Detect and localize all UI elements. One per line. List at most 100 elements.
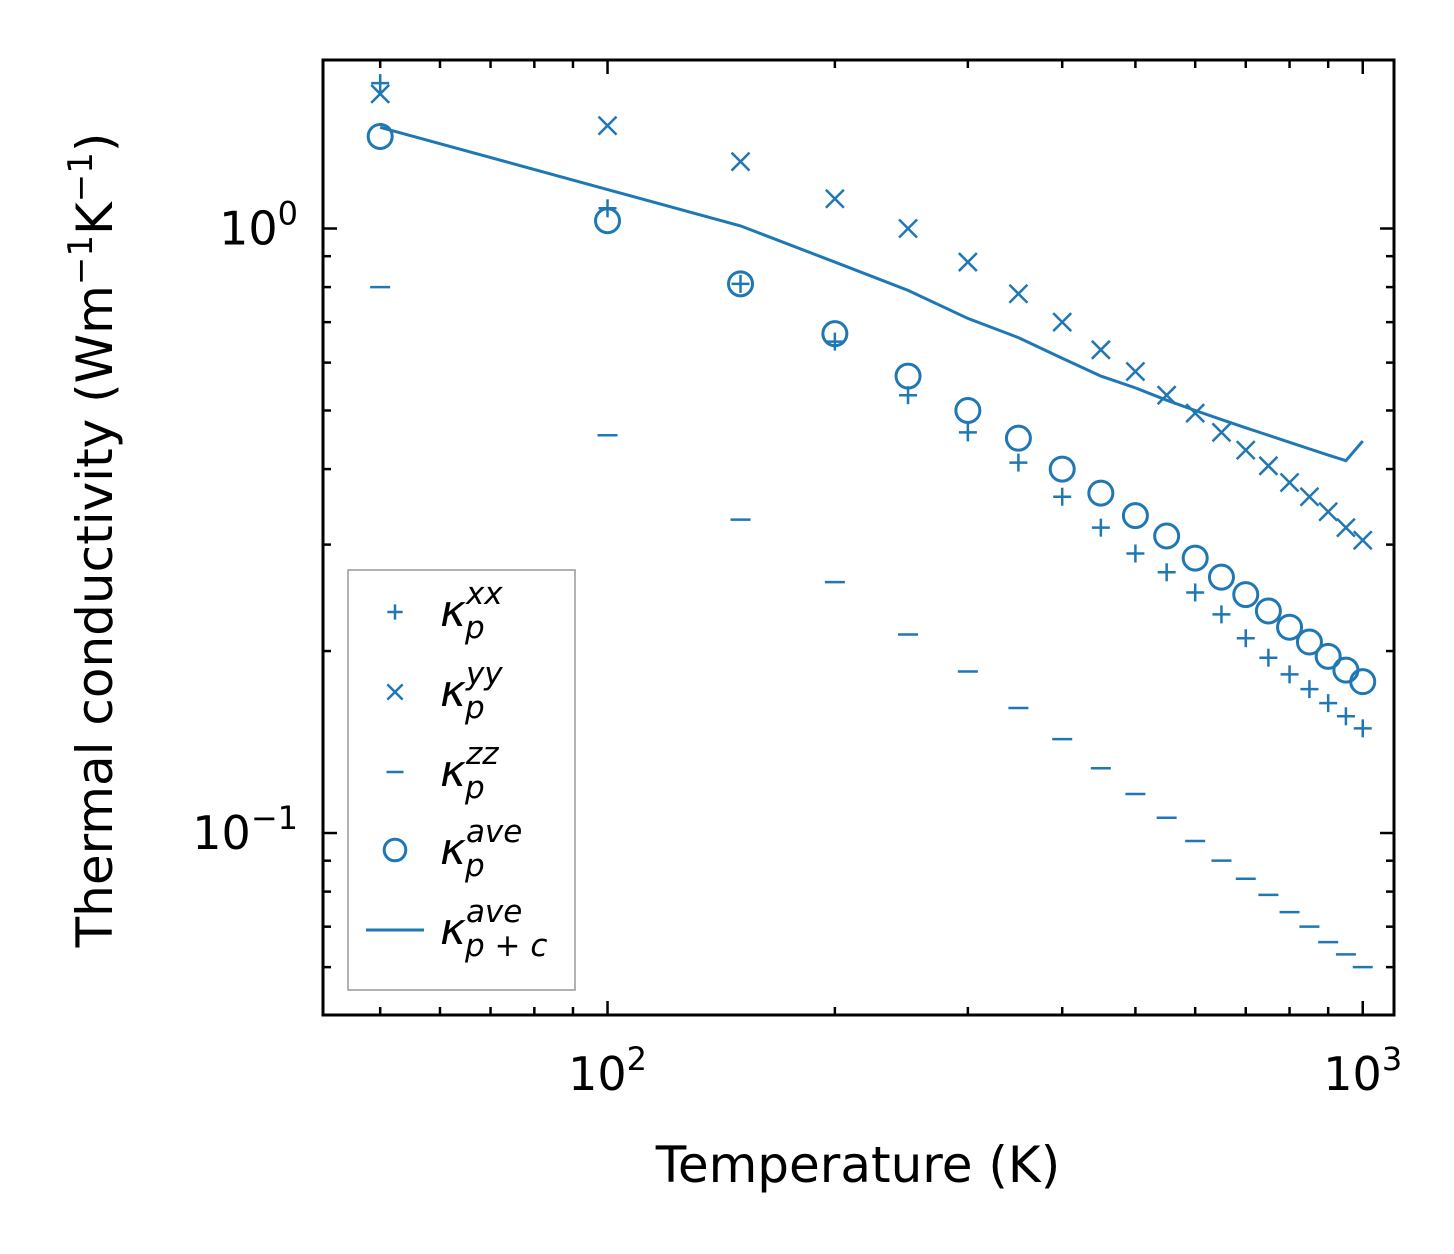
legend-sup: zz [465, 736, 499, 772]
legend-label-kave: κave p [440, 814, 522, 884]
point-kyy [1279, 472, 1300, 493]
point-kxx [1319, 694, 1338, 713]
x-tick-label-exp: 3 [1382, 1040, 1402, 1078]
point-kave [366, 122, 394, 150]
legend-sub: p [464, 770, 485, 806]
point-kxx [1091, 518, 1110, 537]
point-kave [1295, 628, 1323, 656]
y-tick-label-exp: 0 [278, 195, 298, 233]
point-kyy [1318, 501, 1339, 522]
x-tick-label-base: 10 [568, 1047, 627, 1101]
point-kave [1207, 563, 1235, 591]
legend-label-kyy: κyy p [440, 656, 503, 726]
y-axis-label-exp2: −1 [61, 152, 101, 202]
series-kyy [370, 83, 1373, 551]
legend-item-kave_pc: κave p + c [366, 894, 547, 964]
point-kave [1314, 642, 1342, 670]
point-kyy [1211, 422, 1232, 443]
legend-sub: p [464, 610, 485, 646]
point-kxx [1212, 605, 1231, 624]
point-kyy [1052, 312, 1073, 333]
point-kave [1276, 613, 1304, 641]
legend-item-kyy: κyy p [386, 656, 503, 726]
point-kyy [370, 83, 391, 104]
legend-item-kave: κave p [382, 814, 522, 884]
x-tick-label: 103 [1323, 1040, 1402, 1101]
point-kave [1232, 581, 1260, 609]
point-kxx [1236, 629, 1255, 648]
point-kave [1004, 424, 1032, 452]
point-kave [1048, 455, 1076, 483]
point-kyy [1258, 455, 1279, 476]
legend-sub: p [464, 848, 485, 884]
point-kxx [1157, 563, 1176, 582]
point-kave [1254, 597, 1282, 625]
y-axis-label-end: ) [66, 133, 124, 153]
point-kxx [1053, 487, 1072, 506]
x-tick-label-base: 10 [1323, 1047, 1382, 1101]
point-kxx [958, 423, 977, 442]
series-kzz [370, 285, 1373, 969]
x-tick-label: 102 [568, 1040, 647, 1101]
legend-kappa: κ [440, 746, 466, 797]
point-kxx [1280, 665, 1299, 684]
point-kyy [1125, 361, 1146, 382]
y-axis-label: Thermal conductivity (Wm−1K−1) [61, 133, 124, 949]
legend-label-kave_pc: κave p + c [440, 894, 547, 964]
series-kxx [371, 74, 1372, 738]
point-kxx [731, 274, 750, 293]
plot-frame [321, 58, 1396, 1017]
series-layer [366, 74, 1377, 969]
series-kave [366, 122, 1377, 696]
point-kyy [1336, 517, 1356, 538]
point-kyy [597, 115, 618, 136]
y-axis-label-exp1: −1 [61, 235, 101, 285]
point-kxx [1009, 453, 1028, 472]
legend-kappa: κ [440, 824, 466, 875]
legend-label-kxx: κxx p [440, 576, 503, 646]
point-kyy [1235, 440, 1256, 460]
point-kave [1181, 544, 1209, 572]
point-kave [1332, 656, 1360, 684]
legend-sup: ave [466, 814, 522, 850]
point-kave [594, 207, 622, 235]
point-kave [894, 362, 922, 390]
point-kave [954, 396, 982, 424]
x-tick-labels: 102 103 [568, 1040, 1402, 1101]
x-tick-label-exp: 2 [627, 1040, 647, 1078]
y-tick-label-exp: −1 [251, 799, 298, 837]
legend-sub: p [464, 690, 485, 726]
legend-kappa: κ [440, 586, 466, 637]
point-kyy [824, 188, 845, 209]
legend-sup: ave [466, 894, 522, 930]
point-kave [821, 320, 849, 348]
legend-marker-plus [387, 604, 403, 620]
point-kyy [957, 252, 978, 272]
legend-kappa: κ [440, 904, 466, 955]
y-tick-label-base: 10 [192, 806, 251, 860]
legend-item-kzz: κzz p [386, 736, 499, 806]
legend-marker-x [386, 683, 404, 701]
series-line-kave_pc [379, 125, 1364, 463]
point-kave [727, 270, 755, 298]
point-kave [1121, 502, 1149, 530]
y-tick-label-base: 10 [219, 202, 278, 256]
point-kyy [1090, 339, 1111, 360]
legend-box [347, 569, 576, 991]
y-axis-label-mid: K [66, 201, 124, 235]
legend-sup: xx [465, 576, 503, 612]
point-kyy [730, 151, 751, 172]
point-kyy [1008, 283, 1029, 304]
legend-sup: yy [465, 656, 503, 692]
point-kave [1349, 668, 1377, 696]
point-kyy [1299, 486, 1320, 507]
point-kxx [1186, 583, 1205, 602]
y-tick-label: 10−1 [192, 799, 298, 860]
legend-marker-circle [382, 837, 408, 863]
legend-kappa: κ [440, 666, 466, 717]
legend-sub: p + c [464, 928, 547, 964]
point-kxx [825, 332, 844, 351]
